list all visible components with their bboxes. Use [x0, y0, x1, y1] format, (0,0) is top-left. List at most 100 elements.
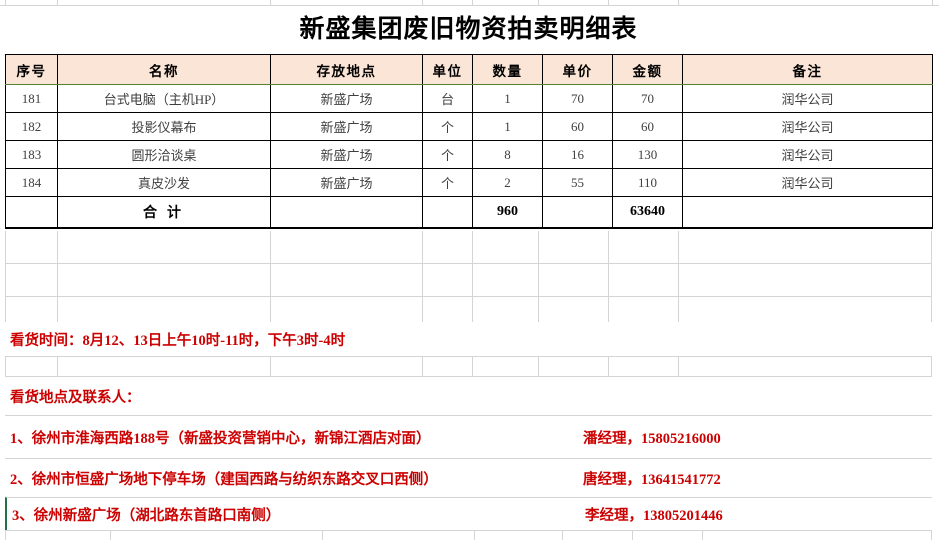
cell-unit[interactable]: 个: [422, 140, 473, 169]
location-heading-row[interactable]: 看货地点及联系人：: [5, 377, 932, 415]
cell-place[interactable]: 新盛广场: [270, 84, 423, 113]
location-contact-1: 潘经理，15805216000: [583, 430, 721, 447]
cell-note[interactable]: 润华公司: [682, 140, 933, 169]
column-header-note[interactable]: 备注: [682, 54, 933, 85]
gridline: [110, 530, 111, 540]
gridline: [0, 5, 939, 6]
cell-seq[interactable]: 183: [5, 140, 58, 169]
gridline: [472, 356, 473, 377]
spacer-grid-row: [5, 356, 932, 377]
location-row-1[interactable]: 1、徐州市淮海西路188号（新盛投资营销中心，新锦江酒店对面） 潘经理，1580…: [5, 415, 932, 458]
column-header-place[interactable]: 存放地点: [270, 54, 423, 85]
total-cell-place[interactable]: [270, 196, 423, 229]
cell-seq[interactable]: 181: [5, 84, 58, 113]
location-heading-text: 看货地点及联系人：: [10, 389, 141, 406]
cell-qty[interactable]: 2: [472, 168, 543, 197]
cell-seq[interactable]: 182: [5, 112, 58, 141]
gridline: [270, 231, 271, 330]
cell-note[interactable]: 润华公司: [682, 168, 933, 197]
gridline: [5, 0, 6, 6]
location-address-2: 2、徐州市恒盛广场地下停车场（建国西路与纺织东路交叉口西侧）: [10, 471, 438, 488]
gridline: [678, 0, 679, 6]
gridline: [678, 356, 679, 377]
cell-unit[interactable]: 台: [422, 84, 473, 113]
cell-note[interactable]: 润华公司: [682, 112, 933, 141]
column-header-unit[interactable]: 单位: [422, 54, 473, 85]
gridline: [5, 376, 932, 377]
location-address-1: 1、徐州市淮海西路188号（新盛投资营销中心，新锦江酒店对面）: [10, 430, 431, 447]
empty-rows-grid: [5, 231, 932, 330]
cell-name[interactable]: 圆形洽谈桌: [57, 140, 271, 169]
gridline: [632, 530, 633, 540]
cell-price[interactable]: 60: [542, 112, 613, 141]
gridline: [5, 356, 6, 377]
viewing-time-row[interactable]: 看货时间：8月12、13日上午10时-11时，下午3时-4时: [5, 322, 932, 356]
gridline: [57, 231, 58, 330]
cell-amount[interactable]: 110: [612, 168, 683, 197]
location-contact-2: 唐经理，13641541772: [583, 471, 721, 488]
total-cell-amount[interactable]: 63640: [612, 196, 683, 229]
viewing-time-text: 看货时间：8月12、13日上午10时-11时，下午3时-4时: [10, 332, 346, 349]
cell-unit[interactable]: 个: [422, 112, 473, 141]
column-header-amount[interactable]: 金额: [612, 54, 683, 85]
top-partial-row: [0, 0, 939, 6]
gridline: [562, 530, 563, 540]
cell-seq[interactable]: 184: [5, 168, 58, 197]
total-label[interactable]: 合计: [57, 196, 271, 229]
location-address-3: 3、徐州新盛广场（湖北路东首路口南侧）: [12, 507, 281, 524]
cell-price[interactable]: 55: [542, 168, 613, 197]
cell-amount[interactable]: 60: [612, 112, 683, 141]
location-row-3[interactable]: 3、徐州新盛广场（湖北路东首路口南侧） 李经理，13805201446: [5, 497, 932, 530]
gridline: [702, 530, 703, 540]
column-header-qty[interactable]: 数量: [472, 54, 543, 85]
cell-unit[interactable]: 个: [422, 168, 473, 197]
cell-place[interactable]: 新盛广场: [270, 112, 423, 141]
cell-qty[interactable]: 8: [472, 140, 543, 169]
cell-name[interactable]: 真皮沙发: [57, 168, 271, 197]
total-cell-seq[interactable]: [5, 196, 58, 229]
gridline: [5, 296, 932, 297]
table-row: 181 台式电脑（主机HP） 新盛广场 台 1 70 70 润华公司: [5, 84, 933, 113]
cell-amount[interactable]: 130: [612, 140, 683, 169]
cell-qty[interactable]: 1: [472, 112, 543, 141]
cell-qty[interactable]: 1: [472, 84, 543, 113]
page-title-text: 新盛集团废旧物资拍卖明细表: [299, 16, 638, 43]
cell-name[interactable]: 台式电脑（主机HP）: [57, 84, 271, 113]
cell-place[interactable]: 新盛广场: [270, 140, 423, 169]
cell-price[interactable]: 16: [542, 140, 613, 169]
table-header-row: 序号 名称 存放地点 单位 数量 单价 金额 备注: [5, 54, 933, 85]
total-cell-unit[interactable]: [422, 196, 473, 229]
gridline: [538, 356, 539, 377]
cell-place[interactable]: 新盛广场: [270, 168, 423, 197]
gridline: [538, 0, 539, 6]
gridline: [472, 231, 473, 330]
auction-items-table: 序号 名称 存放地点 单位 数量 单价 金额 备注 181 台式电脑（主机HP）…: [5, 54, 933, 229]
gridline: [422, 0, 423, 6]
gridline: [5, 231, 6, 330]
gridline: [538, 231, 539, 330]
total-cell-note[interactable]: [682, 196, 933, 229]
column-header-price[interactable]: 单价: [542, 54, 613, 85]
cell-name[interactable]: 投影仪幕布: [57, 112, 271, 141]
column-header-seq[interactable]: 序号: [5, 54, 58, 85]
gridline: [270, 356, 271, 377]
cell-note[interactable]: 润华公司: [682, 84, 933, 113]
cell-amount[interactable]: 70: [612, 84, 683, 113]
gridline: [57, 356, 58, 377]
gridline: [608, 231, 609, 330]
gridline: [5, 356, 932, 357]
gridline: [57, 0, 58, 6]
total-cell-price[interactable]: [542, 196, 613, 229]
location-row-2[interactable]: 2、徐州市恒盛广场地下停车场（建国西路与纺织东路交叉口西侧） 唐经理，13641…: [5, 458, 932, 497]
table-total-row: 合计 960 63640: [5, 196, 933, 229]
column-header-name[interactable]: 名称: [57, 54, 271, 85]
total-cell-qty[interactable]: 960: [472, 196, 543, 229]
cell-price[interactable]: 70: [542, 84, 613, 113]
gridline: [5, 530, 932, 531]
gridline: [322, 530, 323, 540]
gridline: [932, 0, 933, 6]
gridline: [474, 530, 475, 540]
gridline: [422, 231, 423, 330]
gridline: [5, 530, 6, 540]
